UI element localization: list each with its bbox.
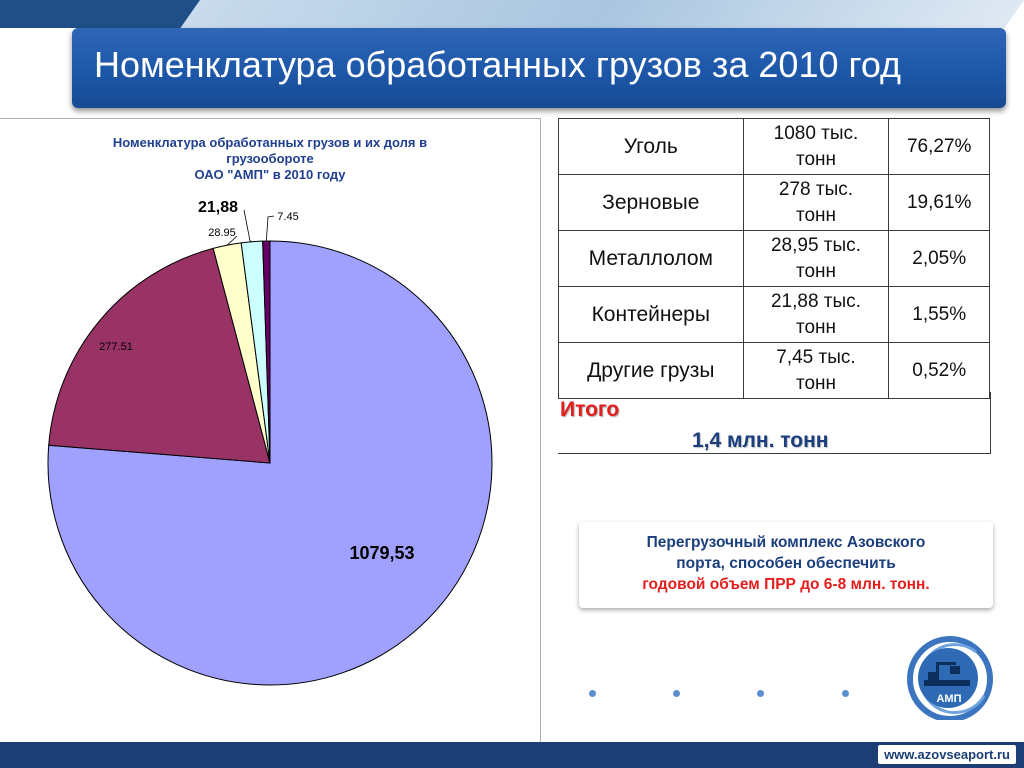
cargo-quantity: 21,88 тыс. тонн <box>742 286 890 343</box>
title-bar: Номенклатура обработанных грузов за 2010… <box>72 28 1006 108</box>
decorative-dot <box>757 690 764 697</box>
cargo-quantity-value: 7,45 тыс. <box>776 346 856 368</box>
pie-leader-line <box>265 215 275 242</box>
pie-data-label: 277.51 <box>99 341 133 353</box>
cargo-name: Металлолом <box>558 230 744 287</box>
chart-title-line-2: грузообороте <box>226 151 314 166</box>
chart-title: Номенклатура обработанных грузов и их до… <box>60 135 480 183</box>
cargo-quantity: 28,95 тыс. тонн <box>742 230 890 287</box>
cargo-quantity: 278 тыс. тонн <box>742 174 890 231</box>
table-row: Уголь 1080 тыс. тонн 76,27% <box>558 118 990 175</box>
decorative-dot <box>589 690 596 697</box>
cargo-name: Зерновые <box>558 174 744 231</box>
pie-leader-line <box>243 209 253 243</box>
decorative-dot <box>842 690 849 697</box>
pie-data-label: 7.45 <box>277 211 298 223</box>
cargo-quantity-unit: тонн <box>795 372 836 394</box>
chart-title-line-1: Номенклатура обработанных грузов и их до… <box>112 135 428 150</box>
decorative-dot <box>673 690 680 697</box>
total-box: Итого 1,4 млн. тонн <box>558 392 991 454</box>
amp-logo-icon: АМП <box>907 636 993 720</box>
cargo-share: 2,05% <box>888 230 990 287</box>
info-line-3: годовой объем ПРР до 6-8 млн. тонн. <box>642 576 930 593</box>
pie-slice <box>48 247 271 464</box>
pie-data-label: 28.95 <box>208 227 236 239</box>
cargo-quantity: 1080 тыс. тонн <box>742 118 890 175</box>
total-label: Итого <box>560 398 620 421</box>
pie-data-label: 1079,53 <box>349 543 414 563</box>
cargo-quantity-unit: тонн <box>795 260 836 282</box>
info-line-2: порта, способен обеспечить <box>676 555 896 572</box>
slide-title: Номенклатура обработанных грузов за 2010… <box>94 44 902 85</box>
website-link[interactable]: www.azovseaport.ru <box>878 745 1016 764</box>
cargo-table: Уголь 1080 тыс. тонн 76,27% Зерновые 278 … <box>558 118 990 399</box>
cargo-quantity-unit: тонн <box>795 148 836 170</box>
pie-data-label: 21,88 <box>198 199 238 216</box>
cargo-quantity: 7,45 тыс. тонн <box>742 342 890 399</box>
cargo-quantity-unit: тонн <box>795 316 836 338</box>
pie-leader-line <box>226 235 238 246</box>
cargo-name: Другие грузы <box>558 342 744 399</box>
total-value: 1,4 млн. тонн <box>692 429 829 452</box>
cargo-quantity-unit: тонн <box>795 204 836 226</box>
pie-chart-panel: Номенклатура обработанных грузов и их до… <box>0 118 541 743</box>
table-row: Другие грузы 7,45 тыс. тонн 0,52% <box>558 342 990 399</box>
info-box: Перегрузочный комплекс Азовского порта, … <box>579 522 993 608</box>
footer: www.azovseaport.ru <box>0 742 1024 768</box>
pie-chart: 1079,53 277.51 28.95 21,88 7.45 <box>47 199 493 686</box>
cargo-name: Контейнеры <box>558 286 744 343</box>
chart-title-line-3: ОАО "АМП" в 2010 году <box>194 167 346 182</box>
cargo-quantity-value: 278 тыс. <box>778 178 854 200</box>
cargo-quantity-value: 21,88 тыс. <box>770 290 861 312</box>
cargo-name: Уголь <box>558 118 744 175</box>
logo-text: АМП <box>936 693 961 705</box>
cargo-quantity-value: 1080 тыс. <box>773 122 859 144</box>
table-row: Зерновые 278 тыс. тонн 19,61% <box>558 174 990 231</box>
cargo-share: 19,61% <box>888 174 990 231</box>
cargo-share: 76,27% <box>888 118 990 175</box>
table-row: Контейнеры 21,88 тыс. тонн 1,55% <box>558 286 990 343</box>
cargo-share: 1,55% <box>888 286 990 343</box>
cargo-quantity-value: 28,95 тыс. <box>770 234 861 256</box>
info-line-1: Перегрузочный комплекс Азовского <box>646 534 926 551</box>
top-decorative-band <box>0 0 1024 28</box>
cargo-share: 0,52% <box>888 342 990 399</box>
table-row: Металлолом 28,95 тыс. тонн 2,05% <box>558 230 990 287</box>
